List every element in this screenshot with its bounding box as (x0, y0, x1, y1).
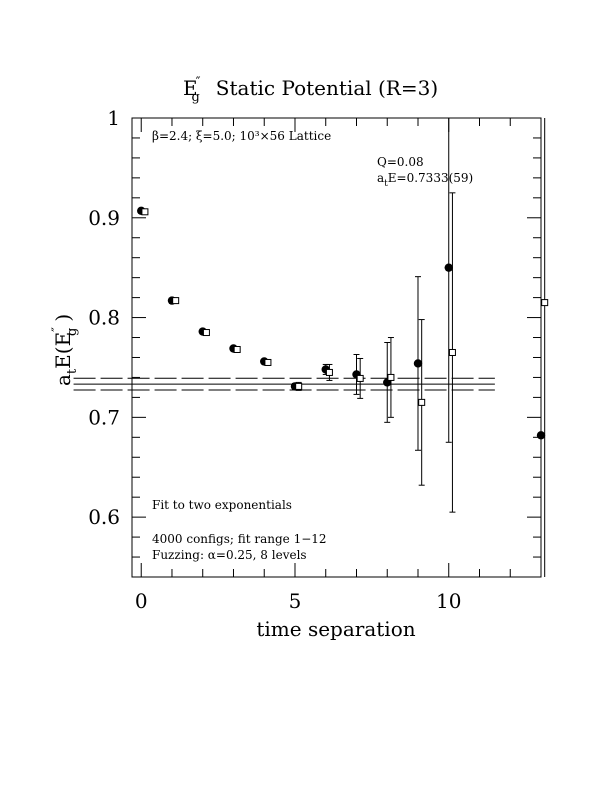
ylabel-e: E(E (51, 332, 75, 369)
data-point-square (325, 368, 333, 376)
data-point-square (387, 373, 395, 381)
annotation-q: Q=0.08 (377, 155, 424, 169)
fit-val: E=0.7333(59) (388, 171, 473, 185)
title-sup: ″ (196, 75, 201, 90)
y-axis-title: atE(E″g) (50, 314, 80, 386)
data-point-square (541, 299, 549, 307)
y-tick-label: 0.8 (88, 306, 120, 330)
axis-ticks (132, 117, 542, 578)
chart-title: E″ g Static Potential (R=3) (183, 75, 438, 105)
data-point-square (172, 297, 180, 305)
x-tick-label: 10 (436, 589, 461, 613)
annotation-configs: 4000 configs; fit range 1−12 (152, 532, 327, 546)
annotation-fit-energy: atE=0.7333(59) (377, 171, 473, 189)
data-point-filled (413, 359, 423, 368)
data-point-square (418, 398, 426, 406)
data-point-square (448, 348, 456, 356)
y-tick-label: 0.9 (88, 206, 120, 230)
tick-labels: 0 5 10 0.6 0.7 0.8 0.9 1 (88, 106, 461, 613)
ylabel-t: t (65, 368, 80, 374)
x-tick-label: 5 (289, 589, 302, 613)
y-tick-label: 0.7 (88, 405, 120, 429)
data-point-square (141, 208, 149, 216)
data-point-square (202, 329, 210, 337)
fit-a: a (377, 171, 384, 185)
fit-t: t (384, 179, 388, 189)
ylabel-sub: g (65, 328, 80, 336)
title-main: E (183, 76, 198, 100)
ylabel-sup: ″ (50, 327, 65, 332)
annotation-lattice: β=2.4; ξ=5.0; 10³×56 Lattice (152, 129, 331, 143)
ylabel-close: ) (51, 314, 75, 322)
data-point-square (233, 345, 241, 353)
data-point-square (295, 382, 303, 390)
title-rest: Static Potential (R=3) (216, 76, 438, 100)
data-point-filled (536, 431, 546, 440)
y-tick-label: 0.6 (88, 505, 120, 529)
annotation-fit-type: Fit to two exponentials (152, 498, 292, 512)
fit-band (73, 377, 495, 391)
annotation-fuzzing: Fuzzing: α=0.25, 8 levels (152, 548, 307, 562)
y-tick-label: 1 (107, 106, 120, 130)
title-sub: g (191, 90, 199, 105)
data-point-filled (444, 263, 453, 272)
x-tick-label: 0 (135, 589, 148, 613)
data-point-square (356, 374, 364, 382)
data-markers (137, 206, 549, 440)
data-point-square (264, 358, 272, 366)
ylabel-a: a (51, 374, 75, 386)
x-axis-title: time separation (256, 617, 415, 641)
